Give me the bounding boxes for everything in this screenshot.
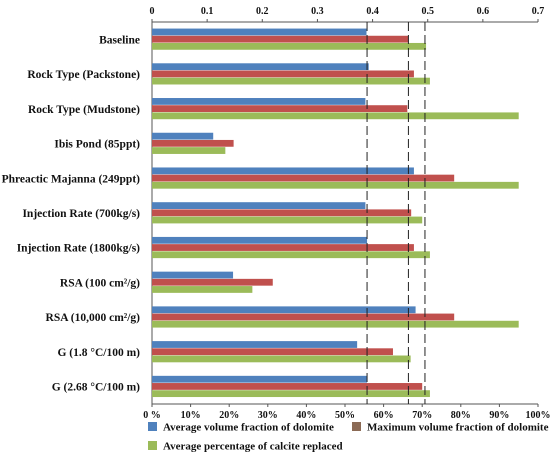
bar-2 xyxy=(152,139,234,147)
bar-1 xyxy=(152,98,366,105)
legend-swatch xyxy=(148,441,157,450)
bar-2 xyxy=(152,209,412,217)
bottom-tick-label: 0 % xyxy=(143,410,161,421)
bottom-tick-label: 60% xyxy=(374,410,394,421)
category-label: Rock Type (Mudstone) xyxy=(28,104,140,116)
bar-2 xyxy=(152,105,408,113)
legend: Average volume fraction of dolomite Maxim… xyxy=(148,422,549,453)
bar-2 xyxy=(152,313,455,321)
bar-2 xyxy=(152,278,273,286)
bar-1 xyxy=(152,236,368,244)
bar-3 xyxy=(152,390,430,398)
bottom-axis-ticks: 0 % 10% 20% 30% 40% 50% 60% 70% 80% 90% 100% xyxy=(143,404,550,421)
category-label: RSA (10,000 cm²/g) xyxy=(46,312,141,324)
bottom-tick-label: 40% xyxy=(296,410,316,421)
bar-1 xyxy=(152,28,367,36)
top-tick-label: 0.1 xyxy=(201,6,214,17)
top-tick-label: 0.7 xyxy=(532,6,545,17)
bar-3 xyxy=(152,112,519,120)
bar-2 xyxy=(152,70,414,78)
bottom-tick-label: 10% xyxy=(181,410,201,421)
bar-2 xyxy=(152,35,409,43)
bar-3 xyxy=(152,42,427,50)
category-label: G (2.68 °C/100 m) xyxy=(52,382,140,394)
bar-1 xyxy=(152,132,214,140)
bar-3 xyxy=(152,286,253,293)
category-label: Rock Type (Packstone) xyxy=(27,69,140,81)
legend-swatch xyxy=(352,422,361,431)
bars-group xyxy=(152,28,519,398)
bar-1 xyxy=(152,306,416,314)
bar-1 xyxy=(152,341,358,348)
bottom-tick-label: 90% xyxy=(489,410,509,421)
bar-2 xyxy=(152,244,414,251)
category-label: Ibis Pond (85ppt) xyxy=(54,139,140,151)
legend-swatch xyxy=(148,422,157,431)
bar-3 xyxy=(152,216,423,224)
bar-3 xyxy=(152,320,519,328)
top-tick-label: 0.4 xyxy=(366,6,379,17)
category-label: Injection Rate (1800kg/s) xyxy=(17,243,140,255)
bar-1 xyxy=(152,375,368,383)
bar-1 xyxy=(152,63,369,71)
bar-3 xyxy=(152,181,519,189)
bar-3 xyxy=(152,147,226,154)
bottom-tick-label: 30% xyxy=(258,410,278,421)
top-tick-label: 0.5 xyxy=(421,6,434,17)
category-label: Phreactic Majanna (249ppt) xyxy=(2,173,141,185)
bottom-tick-label: 100% xyxy=(526,410,550,421)
bottom-tick-label: 20% xyxy=(219,410,239,421)
bottom-tick-label: 70% xyxy=(412,410,432,421)
top-tick-label: 0 xyxy=(150,6,155,17)
bar-1 xyxy=(152,167,414,175)
legend-label: Average percentage of calcite replaced xyxy=(163,441,343,453)
bar-2 xyxy=(152,348,393,356)
category-label: G (1.8 °C/100 m) xyxy=(57,347,140,359)
top-axis-ticks: 0 0.1 0.2 0.3 0.4 0.5 0.6 0.7 xyxy=(150,6,545,22)
bottom-tick-label: 50% xyxy=(335,410,355,421)
bar-2 xyxy=(152,174,455,182)
category-labels: Baseline Rock Type (Packstone) Rock Type (… xyxy=(2,34,141,393)
legend-label: Average volume fraction of dolomite xyxy=(163,422,334,434)
legend-label: Maximum volume fraction of dolomite xyxy=(367,422,549,434)
bar-2 xyxy=(152,383,423,390)
reference-lines xyxy=(366,22,426,404)
category-label: Baseline xyxy=(99,34,140,46)
top-tick-label: 0.3 xyxy=(311,6,324,17)
category-label: Injection Rate (700kg/s) xyxy=(22,208,140,220)
category-label: RSA (100 cm²/g) xyxy=(60,277,140,289)
bar-3 xyxy=(152,355,411,363)
bar-3 xyxy=(152,77,430,85)
bottom-tick-label: 80% xyxy=(451,410,471,421)
top-tick-label: 0.6 xyxy=(477,6,490,17)
top-tick-label: 0.2 xyxy=(256,6,269,17)
bar-1 xyxy=(152,202,366,209)
bar-1 xyxy=(152,271,234,279)
bar-3 xyxy=(152,251,430,259)
